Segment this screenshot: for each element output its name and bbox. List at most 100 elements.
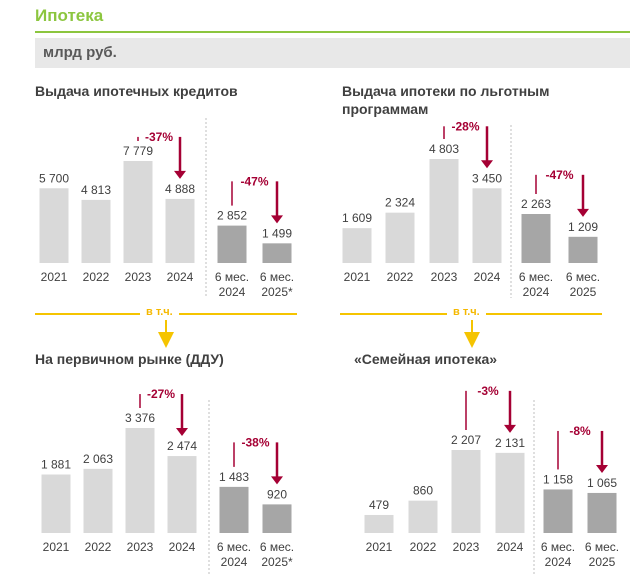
change-arrow-head bbox=[271, 476, 283, 485]
category-tick-label: 2022 bbox=[387, 270, 414, 284]
category-tick-label: 2021 bbox=[41, 270, 68, 284]
category-tick-label: 2024 bbox=[167, 270, 194, 284]
change-percent-label: -38% bbox=[241, 435, 269, 449]
bar-value-label: 3 450 bbox=[472, 171, 502, 185]
bar bbox=[587, 492, 617, 533]
title-underline bbox=[35, 31, 630, 33]
category-tick-label: 2022 bbox=[410, 540, 437, 554]
change-percent-label: -3% bbox=[477, 384, 499, 398]
bar-value-label: 1 065 bbox=[587, 476, 617, 490]
change-arrow-head bbox=[577, 208, 589, 217]
bar-value-label: 1 209 bbox=[568, 220, 598, 234]
bar bbox=[429, 159, 459, 263]
bar bbox=[521, 213, 551, 263]
bar-value-label: 2 852 bbox=[217, 209, 247, 223]
bar-value-label: 1 609 bbox=[342, 211, 372, 225]
bar-value-label: 7 779 bbox=[123, 144, 153, 158]
bar-value-label: 2 324 bbox=[385, 196, 415, 210]
bar bbox=[472, 188, 502, 263]
chart-title-mortgage-issuance: Выдача ипотечных кредитов bbox=[35, 83, 238, 99]
change-percent-label: -47% bbox=[240, 174, 268, 188]
category-tick-label: 2024 bbox=[221, 555, 248, 569]
change-percent-label: -28% bbox=[451, 119, 479, 133]
category-tick-label: 6 мес. bbox=[215, 270, 249, 284]
change-percent-label: -27% bbox=[147, 387, 175, 401]
bar bbox=[408, 500, 438, 533]
bar bbox=[167, 456, 197, 533]
unit-label: млрд руб. bbox=[43, 44, 117, 61]
bar-value-label: 1 158 bbox=[543, 472, 573, 486]
bar bbox=[219, 486, 249, 533]
category-tick-label: 2021 bbox=[366, 540, 393, 554]
change-percent-label: -47% bbox=[545, 168, 573, 182]
category-tick-label: 2024 bbox=[219, 285, 246, 299]
bar-value-label: 920 bbox=[267, 487, 287, 501]
category-tick-label: 2025 bbox=[570, 285, 597, 299]
category-tick-label: 6 мес. bbox=[260, 540, 294, 554]
category-tick-label: 2022 bbox=[85, 540, 112, 554]
bar bbox=[543, 489, 573, 533]
bar bbox=[342, 228, 372, 263]
bar bbox=[385, 212, 415, 263]
bar bbox=[451, 450, 481, 533]
bar-value-label: 1 499 bbox=[262, 226, 292, 240]
bar-value-label: 2 474 bbox=[167, 439, 197, 453]
bar-value-label: 2 207 bbox=[451, 433, 481, 447]
bar bbox=[165, 198, 195, 263]
bar bbox=[262, 243, 292, 263]
page-title: Ипотека bbox=[35, 6, 104, 25]
bar-value-label: 2 063 bbox=[83, 452, 113, 466]
change-arrow-head bbox=[481, 160, 493, 169]
category-tick-label: 2024 bbox=[169, 540, 196, 554]
change-arrow-head bbox=[271, 215, 283, 224]
bar bbox=[81, 199, 111, 263]
chart-title-preferential-programs: Выдача ипотеки по льготным программам bbox=[342, 83, 550, 117]
bar bbox=[39, 188, 69, 263]
change-arrow-head bbox=[504, 424, 516, 433]
bar bbox=[217, 225, 247, 263]
unit-banner: млрд руб. bbox=[35, 38, 630, 68]
bar bbox=[495, 452, 525, 533]
category-tick-label: 6 мес. bbox=[519, 270, 553, 284]
change-arrow-head bbox=[596, 464, 608, 473]
category-tick-label: 6 мес. bbox=[585, 540, 619, 554]
change-percent-label: -37% bbox=[145, 130, 173, 144]
bar-value-label: 4 813 bbox=[81, 183, 111, 197]
category-tick-label: 2025* bbox=[261, 555, 293, 569]
bar-value-label: 1 881 bbox=[41, 457, 71, 471]
bar-value-label: 479 bbox=[369, 498, 389, 512]
category-tick-label: 6 мес. bbox=[541, 540, 575, 554]
category-tick-label: 2025* bbox=[261, 285, 293, 299]
bar-value-label: 2 263 bbox=[521, 197, 551, 211]
bar-value-label: 4 803 bbox=[429, 142, 459, 156]
category-tick-label: 2024 bbox=[545, 555, 572, 569]
bar bbox=[262, 504, 292, 533]
connector-label-right: в т.ч. bbox=[447, 306, 486, 318]
category-tick-label: 2025 bbox=[589, 555, 616, 569]
category-tick-label: 2023 bbox=[453, 540, 480, 554]
bar-value-label: 860 bbox=[413, 484, 433, 498]
category-tick-label: 6 мес. bbox=[566, 270, 600, 284]
bar-value-label: 2 131 bbox=[495, 436, 525, 450]
category-tick-label: 2021 bbox=[43, 540, 70, 554]
bar bbox=[125, 428, 155, 533]
category-tick-label: 6 мес. bbox=[260, 270, 294, 284]
change-arrow-head bbox=[174, 170, 186, 179]
connector-label-left: в т.ч. bbox=[140, 306, 179, 318]
category-tick-label: 6 мес. bbox=[217, 540, 251, 554]
bar bbox=[83, 468, 113, 533]
bar-value-label: 3 376 bbox=[125, 411, 155, 425]
bar-value-label: 1 483 bbox=[219, 470, 249, 484]
category-tick-label: 2024 bbox=[523, 285, 550, 299]
chart-title-family-mortgage: «Семейная ипотека» bbox=[354, 351, 498, 367]
change-arrow-head bbox=[176, 428, 188, 437]
category-tick-label: 2024 bbox=[497, 540, 524, 554]
category-tick-label: 2022 bbox=[83, 270, 110, 284]
bar bbox=[123, 161, 153, 263]
chart-title-primary-market: На первичном рынке (ДДУ) bbox=[35, 351, 224, 367]
bar bbox=[568, 236, 598, 263]
bar bbox=[41, 474, 71, 533]
category-tick-label: 2024 bbox=[474, 270, 501, 284]
bar-value-label: 4 888 bbox=[165, 182, 195, 196]
